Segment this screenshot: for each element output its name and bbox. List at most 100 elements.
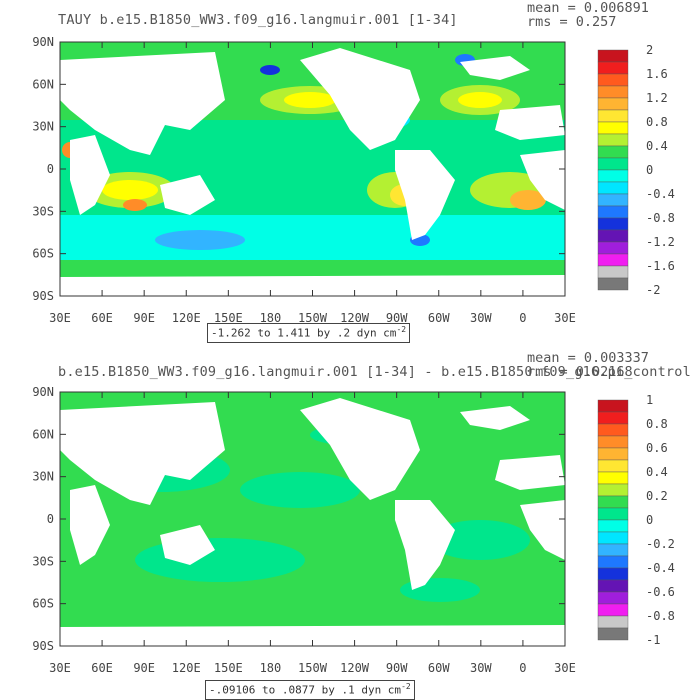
axes-layer: 30E 60E 90E 120E 150E 180 150W 120W 90W 60W 30W 0 30… <box>32 385 576 675</box>
colorbar-swatch <box>597 543 629 557</box>
x-tick-label: 60E <box>91 311 113 325</box>
colorbar-label: -1 <box>646 633 660 647</box>
colorbar-swatch <box>597 423 629 437</box>
colorbar-swatch <box>597 109 629 123</box>
colorbar-swatch <box>597 627 629 641</box>
colorbar-label: 0 <box>646 513 653 527</box>
colorbar-swatch <box>597 193 629 207</box>
x-tick-label: 30W <box>470 661 492 675</box>
colorbar-swatch <box>597 253 629 267</box>
x-tick-label: 30E <box>554 661 576 675</box>
rms-label: rms = 0.257 <box>527 14 617 30</box>
colorbar-swatch <box>597 97 629 111</box>
colorbar-swatch <box>597 507 629 521</box>
colorbar-swatch <box>597 435 629 449</box>
colorbar-swatch <box>597 519 629 533</box>
x-tick-label: 30E <box>49 311 71 325</box>
colorbar-swatch <box>597 133 629 147</box>
axes-layer: 30E 60E 90E 120E 150E 180 150W 120W 90W 60W 30W 0 30… <box>32 35 576 325</box>
y-tick-label: 90N <box>32 385 54 399</box>
x-tick-label: 120W <box>340 661 370 675</box>
colorbar-label: 2 <box>646 43 653 57</box>
colorbar: 1 0.8 0.6 0.4 0.2 0 -0.2 -0.4 -0.6 -0.8 -1 <box>597 393 675 647</box>
colorbar-swatch <box>597 567 629 581</box>
colorbar-label: -0.2 <box>646 537 675 551</box>
colorbar-swatch <box>597 169 629 183</box>
colorbar-swatch <box>597 217 629 231</box>
colorbar-swatch <box>597 85 629 99</box>
colorbar-label: 1.2 <box>646 91 668 105</box>
colorbar-swatch <box>597 157 629 171</box>
x-tick-label: 30E <box>554 311 576 325</box>
colorbar-swatch <box>597 241 629 255</box>
colorbar-swatch <box>597 591 629 605</box>
colorbar-swatch <box>597 603 629 617</box>
x-tick-label: 0 <box>519 311 526 325</box>
colorbar-label: 0.4 <box>646 139 668 153</box>
x-tick-label: 120E <box>172 311 201 325</box>
colorbar-label: 0.8 <box>646 417 668 431</box>
colorbar-swatch <box>597 145 629 159</box>
x-tick-label: 90E <box>133 661 155 675</box>
range-label: -1.262 to 1.411 by .2 dyn cm <box>211 326 397 340</box>
colorbar-label: -1.6 <box>646 259 675 273</box>
colorbar-swatch <box>597 73 629 87</box>
colorbar-label: -0.6 <box>646 585 675 599</box>
mean-label: mean = 0.003337 <box>527 350 649 366</box>
colorbar-label: 0.8 <box>646 115 668 129</box>
x-tick-label: 150W <box>298 311 328 325</box>
colorbar-swatch <box>597 471 629 485</box>
colorbar-swatch <box>597 495 629 509</box>
colorbar-swatch <box>597 265 629 279</box>
x-tick-label: 150E <box>214 311 243 325</box>
colorbar-label: -0.4 <box>646 561 675 575</box>
colorbar-label: 0 <box>646 163 653 177</box>
colorbar-swatch <box>597 459 629 473</box>
x-tick-label: 150E <box>214 661 243 675</box>
rms-label: rms = 0.02168 <box>527 364 633 380</box>
colorbar-swatch <box>597 229 629 243</box>
colorbar-swatch <box>597 181 629 195</box>
colorbar-swatch <box>597 277 629 291</box>
colorbar-swatch <box>597 615 629 629</box>
y-tick-label: 60S <box>32 247 54 261</box>
y-tick-label: 30N <box>32 470 54 484</box>
colorbar-swatch <box>597 49 629 63</box>
chart-title: TAUY b.e15.B1850_WW3.f09_g16.langmuir.00… <box>58 12 458 28</box>
colorbar-swatch <box>597 531 629 545</box>
map-svg: 30E 60E 90E 120E 150E 180 150W 120W 90W 60W 30W 0 30… <box>32 35 675 325</box>
range-label-box: -1.262 to 1.411 by .2 dyn cm-2 <box>207 323 411 343</box>
chart-title: b.e15.B1850_WW3.f09_g16.langmuir.001 [1-… <box>58 364 691 380</box>
x-tick-label: 30W <box>470 311 492 325</box>
x-tick-label: 60E <box>91 661 113 675</box>
colorbar-label: 1.6 <box>646 67 668 81</box>
y-tick-label: 90N <box>32 35 54 49</box>
map-svg: 30E 60E 90E 120E 150E 180 150W 120W 90W 60W 30W 0 30… <box>32 385 675 675</box>
colorbar-swatch <box>597 205 629 219</box>
x-tick-label: 180 <box>260 311 282 325</box>
y-tick-label: 0 <box>47 512 54 526</box>
x-tick-label: 120E <box>172 661 201 675</box>
colorbar-swatch <box>597 555 629 569</box>
colorbar-swatch <box>597 61 629 75</box>
colorbar-label: 0.6 <box>646 441 668 455</box>
y-tick-label: 30N <box>32 120 54 134</box>
x-tick-label: 60W <box>428 311 450 325</box>
x-tick-label: 90E <box>133 311 155 325</box>
colorbar-label: -0.4 <box>646 187 675 201</box>
colorbar: 2 1.6 1.2 0.8 0.4 0 -0.4 -0.8 -1.2 -1.6 -2 <box>597 43 675 297</box>
y-tick-label: 90S <box>32 289 54 303</box>
x-tick-label: 0 <box>519 661 526 675</box>
colorbar-label: -0.8 <box>646 211 675 225</box>
x-tick-label: 150W <box>298 661 328 675</box>
x-tick-label: 30E <box>49 661 71 675</box>
x-tick-label: 90W <box>386 311 408 325</box>
x-tick-label: 180 <box>260 661 282 675</box>
colorbar-label: 0.2 <box>646 489 668 503</box>
colorbar-label: -1.2 <box>646 235 675 249</box>
colorbar-swatch <box>597 483 629 497</box>
range-exponent: -2 <box>396 325 407 334</box>
colorbar-label: -0.8 <box>646 609 675 623</box>
x-tick-label: 90W <box>386 661 408 675</box>
y-tick-label: 30S <box>32 204 54 218</box>
